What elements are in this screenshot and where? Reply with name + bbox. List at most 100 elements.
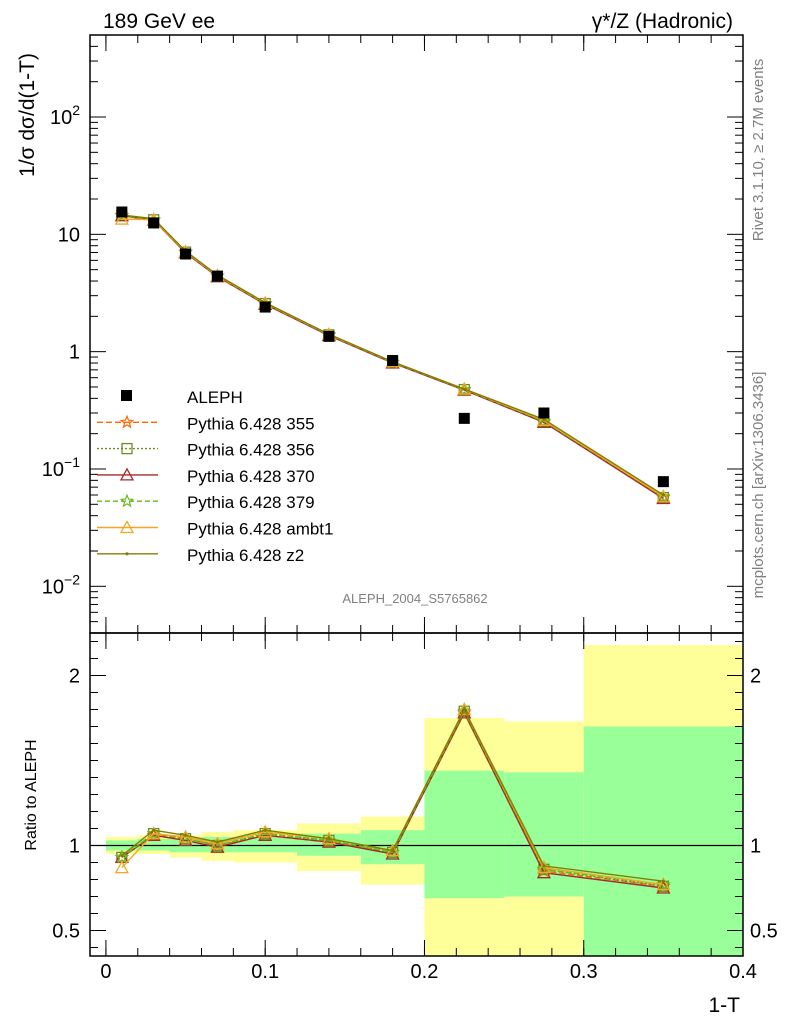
main-series-marker-5 xyxy=(661,493,665,497)
ratio-series-marker-4 xyxy=(656,877,671,891)
main-y-tick-label: 1 xyxy=(69,342,80,364)
data-point xyxy=(458,412,470,424)
legend-marker xyxy=(125,552,129,556)
ratio-series-marker-5 xyxy=(215,840,220,844)
data-point xyxy=(211,270,223,282)
ratio-y-tick-label: 2 xyxy=(69,666,80,688)
ratio-y-label: Ratio to ALEPH xyxy=(23,739,40,850)
data-point xyxy=(538,407,550,419)
legend-entry-1: Pythia 6.428 356 xyxy=(97,441,315,460)
x-axis-label: 1-T xyxy=(709,994,741,1017)
legend-marker xyxy=(121,442,133,455)
ratio-series-marker-4 xyxy=(457,702,472,716)
ratio-y-tick-label: 1 xyxy=(69,836,80,858)
legend-marker xyxy=(119,414,135,429)
ratio-x-tick-label: 0.3 xyxy=(570,961,598,983)
ratio-series-marker-5 xyxy=(661,879,665,883)
ratio-x-tick-label: 0.4 xyxy=(729,961,757,983)
legend-entry-2: Pythia 6.428 370 xyxy=(97,467,315,486)
legend-label: Pythia 6.428 356 xyxy=(187,441,315,460)
ratio-series-line-3 xyxy=(121,709,664,886)
ratio-inner-band xyxy=(583,726,743,956)
ratio-series-marker-3 xyxy=(457,703,472,718)
ratio-series-marker-3 xyxy=(656,876,671,891)
ratio-y-tick-label-right: 0.5 xyxy=(750,921,778,943)
data-point xyxy=(148,217,160,229)
ratio-panel: 0.5 0.51 12 2 0 0.1 0.2 0.3 0.4 Ratio to ALEPH … xyxy=(23,632,778,1017)
main-series-marker-5 xyxy=(462,387,466,391)
ratio-x-tick-label: 0.1 xyxy=(251,961,279,983)
legend-entry-4: Pythia 6.428 ambt1 xyxy=(97,520,333,539)
ratio-series-marker-5 xyxy=(263,828,267,832)
ratio-series-marker-4 xyxy=(114,860,129,874)
ratio-series-marker-3 xyxy=(146,825,161,840)
ratio-uncertainty-bands xyxy=(90,644,743,956)
main-y-label: 1/σ dσ/d(1-T) xyxy=(16,53,39,177)
main-y-tick-label: 10−2 xyxy=(42,571,80,598)
data-point xyxy=(259,301,271,313)
analysis-label: ALEPH_2004_S5765862 xyxy=(342,591,487,606)
ratio-series-line-5 xyxy=(121,707,664,882)
main-series-line-5 xyxy=(121,214,664,496)
ratio-y-tick-label: 0.5 xyxy=(52,921,80,943)
ratio-series-marker-3 xyxy=(536,861,552,876)
ratio-series-marker-4 xyxy=(210,836,225,850)
legend-entry-data: ALEPH xyxy=(121,388,243,407)
main-y-tick-label: 10−1 xyxy=(42,454,80,481)
legend-label: Pythia 6.428 379 xyxy=(187,493,315,512)
main-y-tick-label: 10 xyxy=(58,224,80,246)
ratio-y-axis: 0.5 0.5 1 1 2 2 xyxy=(52,641,778,948)
legend-marker xyxy=(119,467,135,481)
rivet-label: Rivet 3.1.10, ≥ 2.7M events xyxy=(750,59,767,242)
main-series-marker-4 xyxy=(536,412,552,426)
mcplots-label: mcplots.cern.ch [arXiv:1306.3436] xyxy=(750,372,767,599)
legend-entry-5: Pythia 6.428 z2 xyxy=(97,546,304,565)
main-series-marker-4 xyxy=(656,489,671,503)
legend-marker xyxy=(121,390,132,401)
ratio-x-tick-label: 0.2 xyxy=(411,961,439,983)
ratio-inner-band xyxy=(424,770,505,899)
header-right: γ*/Z (Hadronic) xyxy=(592,10,733,33)
ratio-inner-band xyxy=(137,838,170,851)
ratio-y-tick-label-right: 2 xyxy=(750,666,761,688)
ratio-series-marker-5 xyxy=(462,707,466,712)
legend-marker xyxy=(119,520,135,534)
header-left: 189 GeV ee xyxy=(103,10,215,33)
ratio-x-tick-label: 0 xyxy=(100,961,111,983)
main-series-marker-5 xyxy=(542,417,546,421)
data-point xyxy=(387,355,399,367)
legend-label: Pythia 6.428 z2 xyxy=(187,546,304,565)
legend-label: ALEPH xyxy=(187,388,243,407)
legend-marker xyxy=(119,493,135,508)
legend-label: Pythia 6.428 ambt1 xyxy=(187,520,333,539)
data-point xyxy=(180,248,192,260)
ratio-series-marker-5 xyxy=(391,849,395,853)
legend-label: Pythia 6.428 370 xyxy=(187,467,315,486)
ratio-series-marker-5 xyxy=(542,864,546,868)
main-series-marker-4 xyxy=(114,211,129,225)
main-panel: 10−2 10−1 1 10 102 1/σ dσ/d(1-T) ALEPH_2004_… xyxy=(16,34,744,634)
main-plot-area xyxy=(114,206,671,505)
ratio-series-marker-5 xyxy=(183,833,188,837)
ratio-series-line-2 xyxy=(121,711,664,889)
data-point xyxy=(323,330,335,342)
main-frame xyxy=(89,34,744,634)
data-point xyxy=(657,476,669,488)
main-y-axis: 10−2 10−1 1 10 102 xyxy=(42,34,744,634)
legend-entry-0: Pythia 6.428 355 xyxy=(97,414,315,433)
ratio-inner-band xyxy=(233,837,298,853)
ratio-series-marker-5 xyxy=(152,828,156,832)
ratio-series-marker-5 xyxy=(120,854,124,858)
ratio-series-marker-5 xyxy=(327,837,331,841)
data-point xyxy=(116,206,128,218)
ratio-y-tick-label-right: 1 xyxy=(750,836,761,858)
legend-entry-3: Pythia 6.428 379 xyxy=(97,493,315,512)
ratio-series-marker-4 xyxy=(536,860,552,874)
legend: ALEPH Pythia 6.428 355 Pythia 6.428 356 Pyt… xyxy=(97,388,333,565)
ratio-plot-area xyxy=(114,702,671,894)
main-y-tick-label: 102 xyxy=(50,102,80,129)
legend-label: Pythia 6.428 355 xyxy=(187,414,315,433)
ratio-series-marker-3 xyxy=(114,849,130,864)
ratio-x-axis: 0 0.1 0.2 0.3 0.4 xyxy=(100,633,757,983)
